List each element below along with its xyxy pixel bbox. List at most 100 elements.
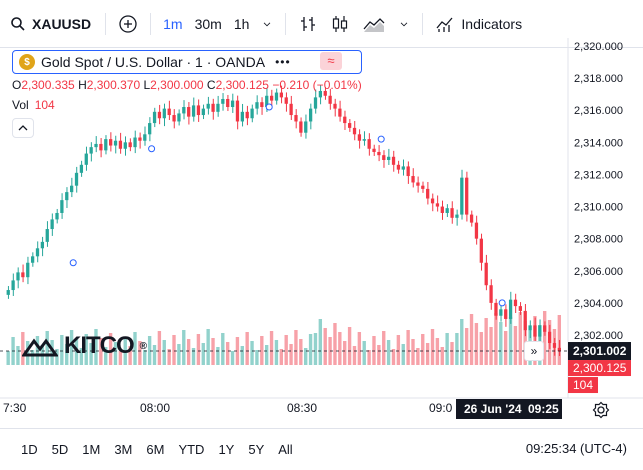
open-value: 2,300.335 [21, 78, 75, 92]
candle [547, 324, 552, 349]
close-key: C [206, 78, 216, 92]
candle [479, 233, 483, 271]
price-tick-label: 2,318.000 [574, 73, 623, 85]
candle-body [182, 107, 186, 114]
gear-icon[interactable] [592, 401, 610, 419]
compare-symbol-button[interactable] [112, 8, 144, 40]
candle [162, 103, 166, 127]
candle [235, 95, 240, 130]
change-value: −0.210 (−0.01%) [272, 78, 362, 92]
time-tick-label: 08:00 [140, 401, 170, 415]
candle [333, 98, 337, 117]
timeframe-1m[interactable]: 1m [163, 15, 183, 32]
volume-bar [79, 348, 84, 365]
volume-bar [367, 350, 371, 365]
volume-bar [255, 350, 259, 365]
candle [196, 99, 201, 122]
candle [230, 93, 235, 113]
volume-bar [104, 347, 108, 365]
volume-bar [89, 343, 93, 365]
candle-body [99, 143, 103, 151]
range-1m[interactable]: 1M [82, 442, 101, 457]
range-5y[interactable]: 5Y [248, 442, 265, 457]
volume-bar [94, 329, 98, 365]
timeframe-30m[interactable]: 30m [194, 15, 222, 32]
volume-bar [386, 340, 391, 365]
candle-body [357, 134, 362, 141]
scroll-to-realtime-button[interactable]: » [524, 341, 544, 361]
candle-body [65, 192, 69, 201]
candle [513, 293, 518, 314]
candle-body [187, 107, 191, 117]
candle-body [372, 148, 376, 152]
volume-bar [347, 327, 352, 365]
candles-button[interactable] [324, 8, 356, 40]
volume-bar [323, 328, 327, 365]
current-price-badge [568, 342, 631, 361]
candle-body [128, 142, 132, 148]
candle-body [352, 127, 357, 135]
candle-body [230, 100, 235, 108]
collapse-legend-button[interactable] [12, 118, 34, 138]
candle [152, 107, 157, 128]
volume-bar [264, 345, 269, 365]
volume-bar [133, 332, 137, 365]
price-chart[interactable]: 2,320.000 2,318.000 2,316.000 2,314.000 2,31… [0, 38, 643, 420]
range-1y[interactable]: 1Y [218, 442, 235, 457]
candle [113, 135, 118, 154]
candle [250, 104, 254, 123]
symbol-search-button[interactable]: XAUUSD [0, 8, 99, 40]
candle-body [289, 103, 293, 116]
range-ytd[interactable]: YTD [178, 442, 205, 457]
candle [269, 89, 274, 108]
candle [65, 187, 69, 209]
add-symbol-icon [119, 14, 137, 33]
symbol-legend-title[interactable]: $ Gold Spot / U.S. Dollar · 1 · OANDA ••… [12, 50, 362, 74]
chart-type-dropdown[interactable] [392, 8, 416, 40]
candle [474, 215, 479, 245]
volume-bar [84, 334, 88, 365]
volume-bar [372, 336, 376, 365]
candle-body [499, 309, 503, 316]
volume-bar [30, 350, 35, 365]
candle-body [133, 137, 137, 148]
candle [191, 97, 196, 122]
event-marker [377, 135, 385, 143]
candle [435, 195, 440, 212]
volume-bar [196, 334, 201, 365]
candle-body [206, 103, 210, 109]
range-all[interactable]: All [278, 442, 293, 457]
volume-axis-label: 104 [573, 378, 593, 392]
timezone-clock[interactable]: 09:25:34 (UTC-4) [525, 441, 627, 456]
candle-body [167, 108, 171, 116]
timeframe-dropdown[interactable] [255, 8, 279, 40]
range-6m[interactable]: 6M [146, 442, 165, 457]
candle-body [240, 111, 244, 122]
volume-bar [235, 337, 240, 365]
candle-body [552, 343, 557, 348]
last-close-label: 2,300.125 [573, 361, 627, 375]
range-1d[interactable]: 1D [21, 442, 38, 457]
candle-body [445, 208, 449, 213]
current-price-label: 2,301.002 [573, 344, 627, 358]
volume-bar [6, 351, 10, 365]
candle [55, 208, 59, 224]
indicators-button[interactable]: Indicators [429, 8, 528, 40]
timeframe-1h[interactable]: 1h [233, 15, 250, 32]
bar-type-button[interactable] [292, 8, 324, 40]
area-chart-button[interactable] [356, 8, 392, 40]
more-options-button[interactable]: ••• [275, 55, 291, 69]
volume-bar [260, 336, 264, 365]
range-3m[interactable]: 3M [114, 442, 133, 457]
range-5d[interactable]: 5D [51, 442, 69, 457]
volume-bar [518, 312, 522, 365]
candle-body [382, 155, 386, 160]
candle-body [557, 347, 561, 352]
candle-body [547, 331, 552, 344]
trading-signal-icon[interactable]: ≈ [320, 52, 342, 70]
candle-body [216, 103, 220, 112]
volume-bar [50, 340, 54, 365]
high-value: 2,300.370 [86, 78, 141, 92]
candle [21, 264, 25, 283]
candle-body [50, 219, 54, 230]
